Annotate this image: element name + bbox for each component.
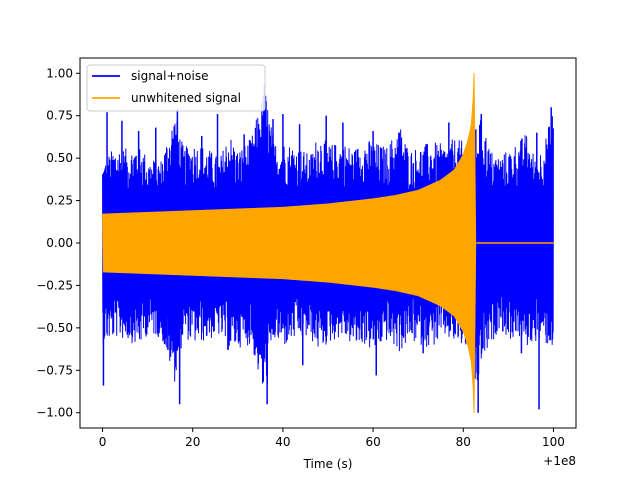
y-axis: −1.00 −0.75 −0.50 −0.25 0.00 0.25 0.50 0.75 1.00: [36, 66, 80, 420]
series-layer: [102, 73, 554, 413]
x-offset-label: +1e8: [543, 454, 576, 468]
legend-box: [86, 64, 266, 112]
legend-entry-label: signal+noise: [131, 69, 208, 83]
y-tick-label: −0.75: [36, 363, 73, 377]
legend-entry-label: unwhitened signal: [131, 91, 241, 105]
y-tick-label: 0.25: [46, 194, 73, 208]
x-tick-label: 20: [185, 435, 200, 449]
y-tick-label: 0.50: [46, 151, 73, 165]
x-axis: 0 20 40 60 80 100: [99, 428, 565, 449]
series-unwhitened-signal-fill: [102, 73, 477, 413]
y-tick-label: −0.25: [36, 278, 73, 292]
y-tick-label: 0.00: [46, 236, 73, 250]
y-tick-label: −0.50: [36, 321, 73, 335]
x-axis-label: Time (s): [303, 457, 353, 471]
x-tick-label: 0: [99, 435, 107, 449]
x-tick-label: 80: [456, 435, 471, 449]
legend: signal+noise unwhitened signal: [86, 64, 266, 112]
x-tick-label: 100: [542, 435, 565, 449]
x-tick-label: 40: [275, 435, 290, 449]
y-tick-label: 1.00: [46, 66, 73, 80]
y-tick-label: −1.00: [36, 406, 73, 420]
x-tick-label: 60: [365, 435, 380, 449]
y-tick-label: 0.75: [46, 109, 73, 123]
